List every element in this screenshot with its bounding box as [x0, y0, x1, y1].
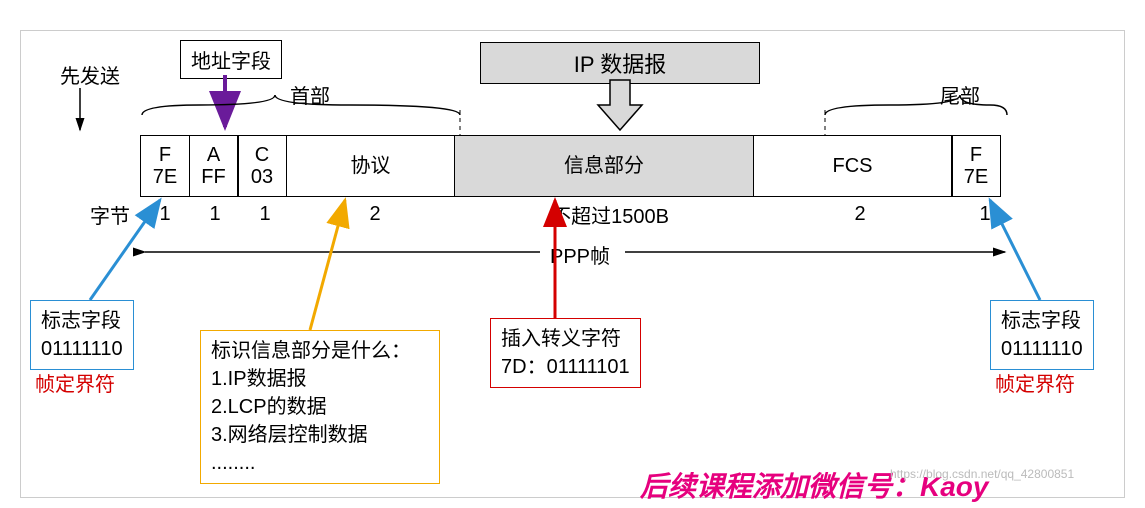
byte-label: 字节 — [80, 200, 140, 229]
fr1: 标志字段 — [1001, 307, 1083, 335]
pi0: 1.IP数据报 — [211, 365, 429, 393]
b2: 1 — [240, 203, 290, 226]
c2l2: 03 — [251, 166, 273, 188]
protocol-callout: 标识信息部分是什么： 1.IP数据报 2.LCP的数据 3.网络层控制数据 ..… — [200, 330, 440, 484]
c5l1: FCS — [833, 155, 873, 177]
c3l1: 协议 — [351, 155, 391, 177]
c2l1: C — [255, 144, 269, 166]
c6l2: 7E — [964, 166, 988, 188]
c1l2: FF — [201, 166, 225, 188]
escape-callout: 插入转义字符 7D：01111101 — [490, 318, 641, 388]
watermark: https://blog.csdn.net/qq_42800851 — [890, 467, 1074, 481]
header-label: 首部 — [290, 80, 330, 109]
fr2: 01111110 — [1001, 335, 1083, 363]
e1: 插入转义字符 — [501, 325, 630, 353]
flag-right-callout: 标志字段 01111110 — [990, 300, 1094, 370]
ip-datagram-text: IP 数据报 — [574, 52, 667, 77]
cell-protocol: 协议 — [286, 135, 456, 197]
byte-row: 字节 1 1 1 2 不超过1500B 2 1 — [80, 200, 1010, 229]
pi2: 3.网络层控制数据 — [211, 421, 429, 449]
b1: 1 — [190, 203, 240, 226]
addr-field-box: 地址字段 — [180, 40, 282, 79]
cell-flag1: F 7E — [140, 135, 190, 197]
send-first-label: 先发送 — [60, 60, 120, 89]
b4: 不超过1500B — [460, 200, 760, 229]
pi1: 2.LCP的数据 — [211, 393, 429, 421]
tail-label: 尾部 — [940, 80, 980, 109]
ppp-frame-label: PPP帧 — [550, 240, 610, 269]
c0l2: 7E — [153, 166, 177, 188]
frame-row: F 7E A FF C 03 协议 信息部分 FCS F 7E — [140, 135, 1001, 197]
e2: 7D：01111101 — [501, 353, 630, 381]
pi3: ........ — [211, 449, 429, 477]
flag-right-note: 帧定界符 — [995, 368, 1075, 397]
addr-field-text: 地址字段 — [191, 51, 271, 73]
fl2: 01111110 — [41, 335, 123, 363]
b0: 1 — [140, 203, 190, 226]
cell-ctrl: C 03 — [237, 135, 287, 197]
b5: 2 — [760, 203, 960, 226]
flag-left-note: 帧定界符 — [35, 368, 115, 397]
c1l1: A — [207, 144, 220, 166]
fl1: 标志字段 — [41, 307, 123, 335]
cell-fcs: FCS — [753, 135, 953, 197]
flag-left-callout: 标志字段 01111110 — [30, 300, 134, 370]
cell-addr: A FF — [189, 135, 239, 197]
c6l1: F — [970, 144, 982, 166]
c0l1: F — [159, 144, 171, 166]
ip-datagram-box: IP 数据报 — [480, 42, 760, 84]
pt: 标识信息部分是什么： — [211, 337, 429, 365]
b6: 1 — [960, 203, 1010, 226]
b3: 2 — [290, 203, 460, 226]
cell-info: 信息部分 — [454, 135, 754, 197]
c4l1: 信息部分 — [564, 155, 644, 177]
cell-flag2: F 7E — [951, 135, 1001, 197]
